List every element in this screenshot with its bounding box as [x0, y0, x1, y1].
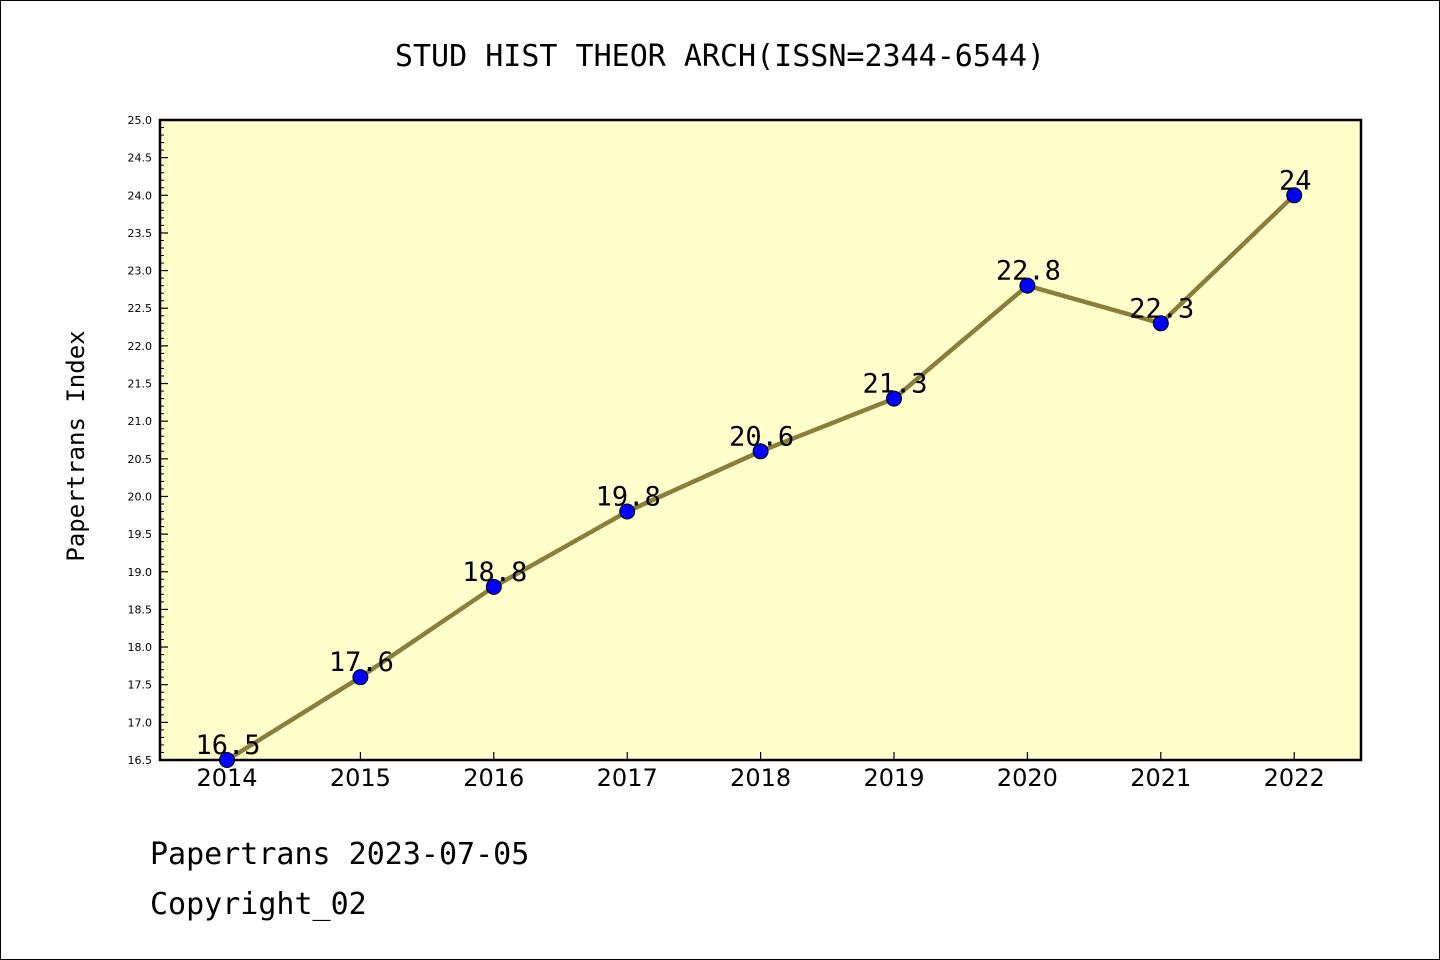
- x-tick-label: 2018: [730, 764, 791, 792]
- y-tick-label: 21.0: [128, 415, 153, 428]
- data-point: [1286, 187, 1303, 204]
- footer-date: Papertrans 2023-07-05: [150, 837, 529, 872]
- plot-area: [158, 118, 1363, 762]
- y-tick-label: 23.5: [128, 227, 153, 240]
- y-tick-label: 18.5: [128, 603, 153, 616]
- x-tick-label: 2020: [997, 764, 1058, 792]
- y-tick-label: 24.0: [128, 189, 153, 202]
- y-tick-label: 21.5: [128, 378, 153, 391]
- y-tick-label: 19.0: [128, 566, 153, 579]
- y-tick-label: 20.5: [128, 453, 153, 466]
- y-tick-label: 19.5: [128, 528, 153, 541]
- data-label: 21.3: [862, 369, 927, 400]
- data-label: 18.8: [462, 557, 527, 588]
- data-label: 19.8: [596, 482, 661, 513]
- y-tick-label: 17.0: [128, 716, 153, 729]
- series-markers: [219, 187, 1303, 768]
- y-axis-minor-ticks: [160, 127, 164, 753]
- data-point: [352, 669, 369, 686]
- data-labels: 16.5 17.6 18.8 19.8 20.6 21.3 22.8 22.3 24: [195, 165, 1311, 761]
- x-tick-label: 2017: [597, 764, 658, 792]
- data-point: [619, 503, 636, 520]
- y-tick-label: 23.0: [128, 265, 153, 278]
- x-tick-label: 2014: [196, 764, 257, 792]
- data-point: [886, 390, 902, 407]
- y-tick-label: 18.0: [128, 641, 153, 654]
- x-axis-ticks: 2014 2015 2016 2017 2018 2019 2020 2021 2022: [196, 752, 1325, 792]
- x-tick-label: 2021: [1130, 764, 1191, 792]
- y-tick-label: 17.5: [128, 679, 153, 692]
- data-label: 16.5: [195, 730, 260, 761]
- y-axis-ticks: 16.5 17.0 17.5 18.0 18.5 19.0 19.5 20.0 20.5 21.0…: [128, 114, 168, 767]
- y-axis-label: Papertrans Index: [62, 330, 90, 561]
- data-label: 20.6: [729, 421, 794, 452]
- y-tick-label: 22.5: [128, 302, 153, 315]
- x-tick-label: 2019: [863, 764, 924, 792]
- data-point: [485, 578, 502, 595]
- y-tick-label: 16.5: [128, 754, 153, 767]
- y-tick-label: 25.0: [128, 114, 153, 127]
- data-point: [1019, 277, 1036, 294]
- y-tick-label: 20.0: [128, 490, 153, 503]
- data-point: [1152, 315, 1169, 332]
- data-label: 22.3: [1129, 293, 1194, 324]
- data-point: [752, 443, 769, 460]
- data-point: [219, 752, 235, 768]
- x-tick-label: 2015: [330, 764, 391, 792]
- y-tick-label: 22.0: [128, 340, 153, 353]
- chart-title: STUD HIST THEOR ARCH(ISSN=2344-6544): [395, 39, 1045, 74]
- y-tick-label: 24.5: [128, 152, 153, 165]
- x-tick-label: 2022: [1264, 764, 1325, 792]
- data-label: 24: [1279, 165, 1312, 196]
- data-label: 17.6: [329, 647, 394, 678]
- x-tick-label: 2016: [463, 764, 524, 792]
- footer-copyright: Copyright_02: [150, 887, 367, 922]
- data-label: 22.8: [996, 256, 1061, 287]
